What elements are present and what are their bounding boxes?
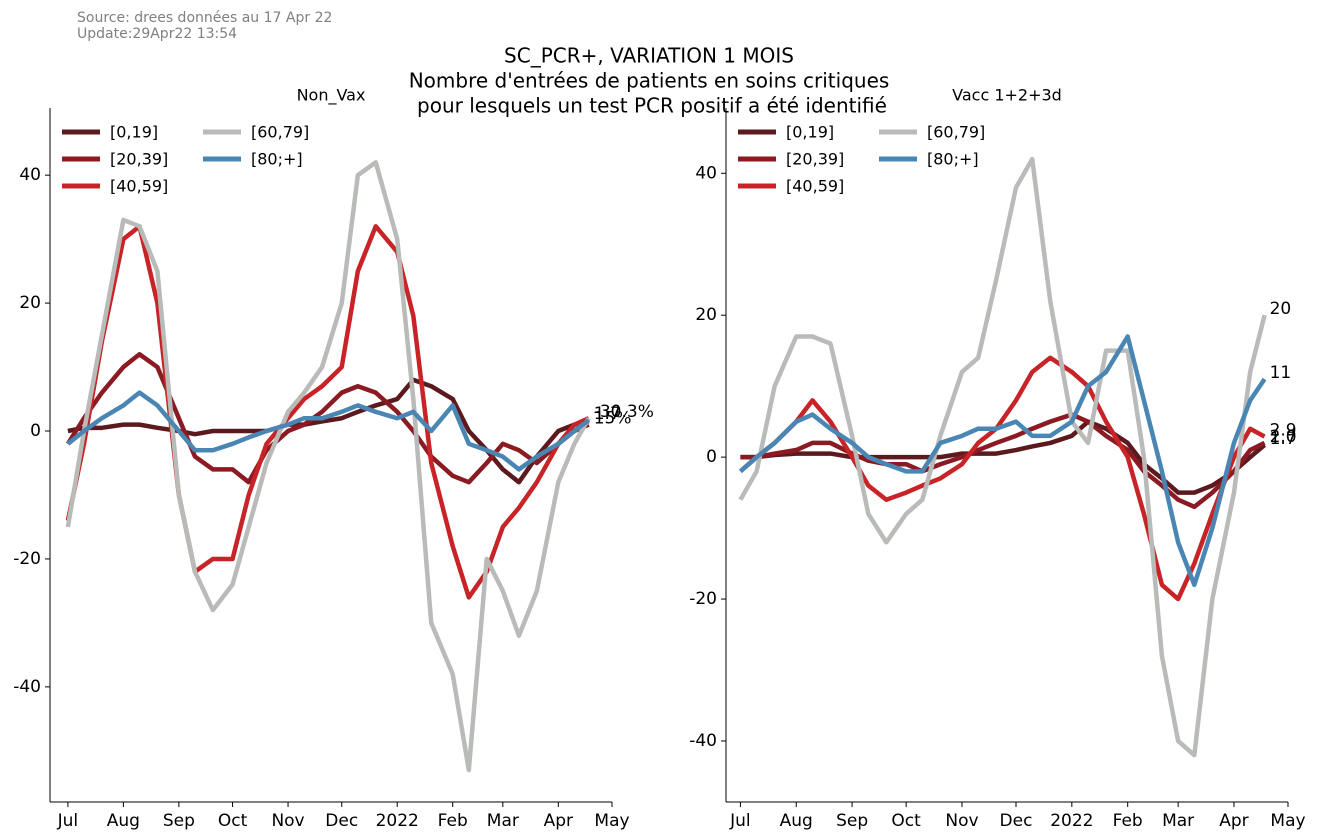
title-line: SC_PCR+, VARIATION 1 MOIS bbox=[504, 44, 794, 68]
y-tick-label: -40 bbox=[13, 677, 41, 697]
x-tick-label: Dec bbox=[325, 811, 358, 831]
panel-subtitle: Vacc 1+2+3d bbox=[952, 86, 1062, 105]
y-tick-label: 40 bbox=[695, 163, 717, 183]
x-tick-label: Apr bbox=[1219, 811, 1248, 831]
legend-label: [80;+] bbox=[927, 150, 979, 169]
series-line bbox=[738, 334, 1267, 588]
legend-label: [80;+] bbox=[251, 150, 303, 169]
y-tick-label: 0 bbox=[30, 421, 41, 441]
x-tick-label: Oct bbox=[218, 811, 248, 831]
x-tick-label: Jul bbox=[729, 811, 751, 831]
x-tick-label: Nov bbox=[945, 811, 978, 831]
series-line bbox=[65, 224, 590, 600]
x-tick-label: Jul bbox=[57, 811, 79, 831]
series-line bbox=[65, 352, 590, 485]
y-tick-label: 20 bbox=[19, 293, 41, 313]
series-line bbox=[65, 160, 591, 773]
end-label: 11 bbox=[1270, 363, 1292, 383]
x-tick-label: Feb bbox=[438, 811, 468, 831]
y-tick-label: -40 bbox=[689, 731, 717, 751]
legend-label: [20,39] bbox=[786, 150, 844, 169]
x-tick-label: Sep bbox=[163, 811, 195, 831]
end-label: 20 bbox=[1270, 299, 1292, 319]
x-tick-label: Sep bbox=[836, 811, 868, 831]
end-label: 1.7 bbox=[1270, 429, 1297, 449]
series-line bbox=[738, 156, 1267, 758]
legend-label: [0,19] bbox=[110, 123, 158, 142]
title-line: Nombre d'entrées de patients en soins cr… bbox=[409, 69, 890, 93]
end-label: -30.3% bbox=[594, 402, 654, 422]
x-tick-label: Mar bbox=[1162, 811, 1194, 831]
x-tick-label: 2022 bbox=[376, 811, 419, 831]
series-line bbox=[740, 419, 1267, 495]
x-tick-label: May bbox=[594, 811, 629, 831]
legend-label: [40,59] bbox=[786, 177, 844, 196]
end-label: 1.7 bbox=[594, 404, 621, 424]
legend-label: [0,19] bbox=[786, 123, 834, 142]
y-tick-label: -20 bbox=[13, 549, 41, 569]
x-tick-label: 2022 bbox=[1050, 811, 1093, 831]
series-line bbox=[66, 390, 591, 472]
legend-label: [60,79] bbox=[927, 123, 985, 142]
x-tick-label: Apr bbox=[544, 811, 573, 831]
series-line bbox=[738, 355, 1266, 602]
update-note: Update:29Apr22 13:54 bbox=[77, 26, 237, 42]
y-tick-label: 20 bbox=[695, 305, 717, 325]
legend-label: [20,39] bbox=[110, 150, 168, 169]
end-label: 2.0 bbox=[1270, 427, 1297, 447]
x-tick-label: Aug bbox=[780, 811, 813, 831]
x-tick-label: Aug bbox=[107, 811, 140, 831]
source-note: Source: drees données au 17 Apr 22 bbox=[77, 10, 332, 26]
x-tick-label: Feb bbox=[1113, 811, 1143, 831]
x-tick-label: Oct bbox=[891, 811, 921, 831]
series-line bbox=[740, 412, 1266, 510]
x-tick-label: Nov bbox=[271, 811, 304, 831]
y-tick-label: 0 bbox=[706, 447, 717, 467]
x-tick-label: Dec bbox=[1000, 811, 1033, 831]
y-tick-label: -20 bbox=[689, 589, 717, 609]
legend-label: [40,59] bbox=[110, 177, 168, 196]
end-label: 2.9 bbox=[1270, 421, 1297, 441]
series-line bbox=[67, 377, 590, 485]
title-line: pour lesquels un test PCR positif a été … bbox=[417, 94, 887, 118]
end-label: 15% bbox=[594, 409, 632, 429]
legend-label: [60,79] bbox=[251, 123, 309, 142]
x-tick-label: May bbox=[1270, 811, 1305, 831]
x-tick-label: Mar bbox=[487, 811, 519, 831]
y-tick-label: 40 bbox=[19, 165, 41, 185]
panel-subtitle: Non_Vax bbox=[297, 86, 366, 106]
